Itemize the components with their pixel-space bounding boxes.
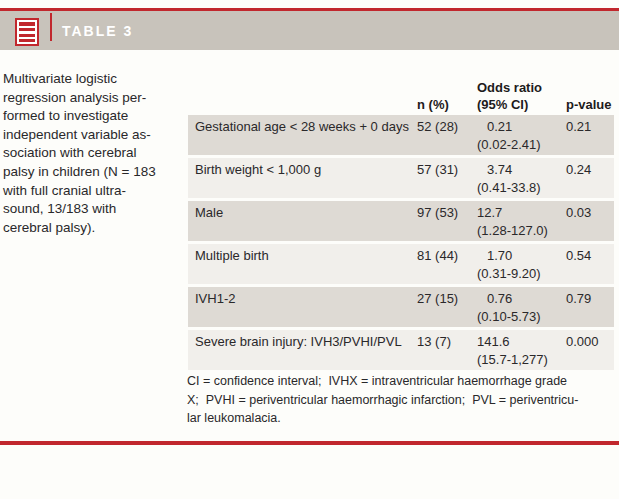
cell-p-value: 0.21 — [566, 118, 614, 136]
cell-variable: Multiple birth — [188, 247, 417, 265]
cell-odds-ratio: 12.7 (1.28-127.0) — [477, 204, 566, 240]
table-header-row: n (%) Odds ratio (95% CI) p-value — [188, 76, 614, 115]
icon-stripe — [19, 22, 35, 26]
cell-n-percent: 97 (53) — [417, 204, 477, 222]
table-footnote: CI = confidence interval; IVHX = intrave… — [187, 372, 619, 428]
regression-table: n (%) Odds ratio (95% CI) p-value Gestat… — [188, 76, 614, 373]
cell-odds-ratio: 3.74 (0.41-33.8) — [477, 161, 566, 197]
table-number-label: TABLE 3 — [62, 11, 133, 50]
cell-odds-ratio: 0.21 (0.02-2.41) — [477, 118, 566, 154]
odds-ratio-value: 141.6 — [477, 333, 566, 351]
header-vertical-divider — [50, 13, 52, 41]
cell-variable: Severe brain injury: IVH3/PVHI/PVL — [188, 333, 417, 351]
odds-ratio-value: 3.74 — [477, 161, 566, 179]
cell-odds-ratio: 0.76 (0.10-5.73) — [477, 290, 566, 326]
table-row: Gestational age < 28 weeks + 0 days 52 (… — [188, 115, 614, 155]
bottom-accent-rule — [0, 441, 619, 445]
cell-p-value: 0.03 — [566, 204, 614, 222]
odds-ratio-confidence-interval: (0.31-9.20) — [477, 265, 566, 283]
cell-p-value: 0.000 — [566, 333, 614, 351]
odds-ratio-confidence-interval: (1.28-127.0) — [477, 222, 566, 240]
icon-stripe — [19, 34, 35, 37]
cell-variable: IVH1-2 — [188, 290, 417, 308]
cell-p-value: 0.54 — [566, 247, 614, 265]
cell-n-percent: 81 (44) — [417, 247, 477, 265]
col-header-n-percent: n (%) — [417, 96, 477, 113]
table-document-icon — [15, 18, 39, 46]
cell-variable: Gestational age < 28 weeks + 0 days — [188, 118, 417, 136]
odds-ratio-confidence-interval: (15.7-1,277) — [477, 351, 566, 369]
odds-ratio-confidence-interval: (0.10-5.73) — [477, 308, 566, 326]
table-row: Birth weight < 1,000 g 57 (31) 3.74 (0.4… — [188, 158, 614, 198]
icon-stripe — [19, 39, 35, 42]
cell-variable: Birth weight < 1,000 g — [188, 161, 417, 179]
odds-ratio-confidence-interval: (0.02-2.41) — [477, 136, 566, 154]
cell-p-value: 0.24 — [566, 161, 614, 179]
cell-n-percent: 52 (28) — [417, 118, 477, 136]
icon-stripe — [19, 28, 35, 31]
table-row: Multiple birth 81 (44) 1.70 (0.31-9.20) … — [188, 244, 614, 284]
table-row: IVH1-2 27 (15) 0.76 (0.10-5.73) 0.79 — [188, 287, 614, 327]
odds-ratio-confidence-interval: (0.41-33.8) — [477, 179, 566, 197]
cell-n-percent: 13 (7) — [417, 333, 477, 351]
odds-ratio-value: 1.70 — [477, 247, 566, 265]
cell-odds-ratio: 1.70 (0.31-9.20) — [477, 247, 566, 283]
odds-ratio-value: 0.21 — [477, 118, 566, 136]
table-row: Severe brain injury: IVH3/PVHI/PVL 13 (7… — [188, 330, 614, 370]
col-header-p-value: p-value — [566, 96, 614, 113]
table-body: Gestational age < 28 weeks + 0 days 52 (… — [188, 115, 614, 370]
cell-variable: Male — [188, 204, 417, 222]
cell-p-value: 0.79 — [566, 290, 614, 308]
odds-ratio-value: 12.7 — [477, 204, 566, 222]
cell-odds-ratio: 141.6 (15.7-1,277) — [477, 333, 566, 369]
cell-n-percent: 27 (15) — [417, 290, 477, 308]
cell-n-percent: 57 (31) — [417, 161, 477, 179]
odds-ratio-value: 0.76 — [477, 290, 566, 308]
table-row: Male 97 (53) 12.7 (1.28-127.0) 0.03 — [188, 201, 614, 241]
col-header-odds-ratio: Odds ratio (95% CI) — [477, 79, 566, 113]
table-caption: Multivariate logistic regression analysi… — [3, 70, 187, 237]
